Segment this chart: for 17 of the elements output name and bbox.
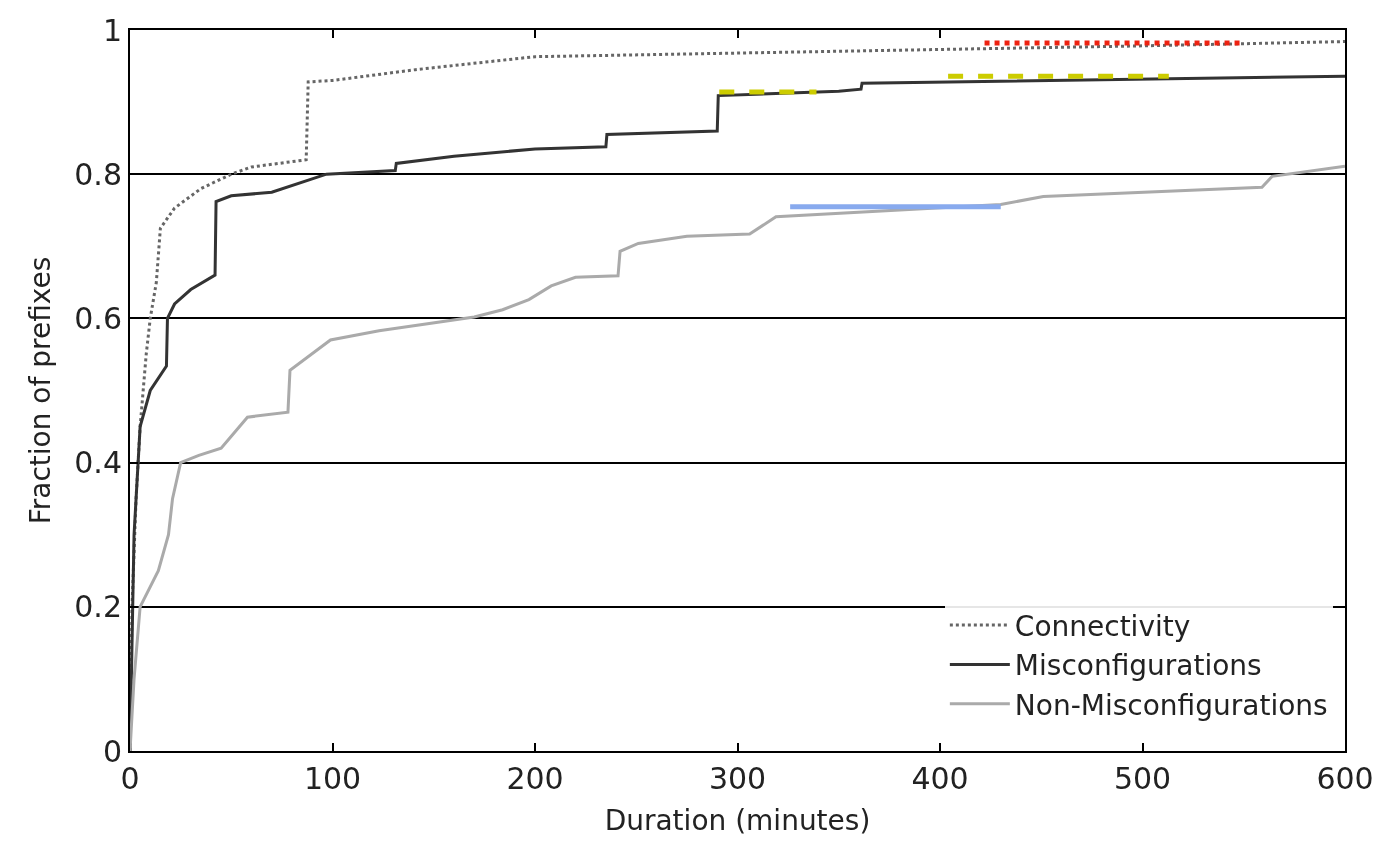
x-tick-label: 500	[1113, 761, 1172, 796]
x-tick-label: 300	[708, 761, 767, 796]
y-tick-label: 0.8	[74, 156, 122, 192]
x-tick-label: 200	[506, 761, 564, 796]
y-tick-label: 0.2	[74, 589, 122, 625]
legend-label: Connectivity	[1014, 609, 1191, 643]
x-axis-title: Duration (minutes)	[604, 803, 871, 837]
y-axis-title: Fraction of prefixes	[24, 256, 58, 525]
y-tick-label: 0.6	[74, 300, 122, 336]
x-tick-label: 600	[1316, 761, 1374, 796]
y-tick-label: 0	[102, 733, 122, 769]
y-tick-label: 0.4	[74, 445, 122, 481]
y-tick-label: 1	[102, 12, 122, 48]
x-tick-label: 100	[303, 761, 362, 796]
x-tick-label: 400	[911, 761, 969, 796]
legend-label: Misconfigurations	[1014, 649, 1262, 683]
legend-label: Non-Misconfigurations	[1014, 688, 1328, 722]
